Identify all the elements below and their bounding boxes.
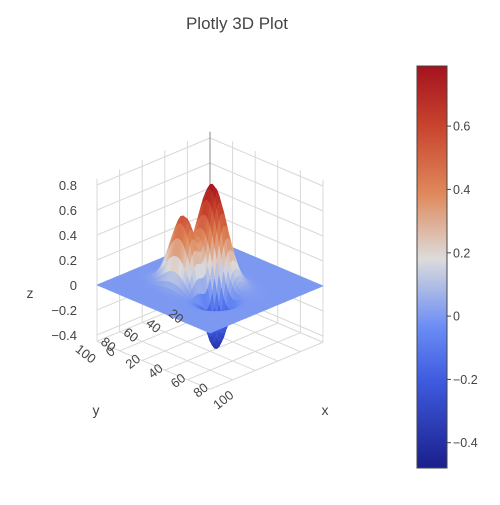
z-tick-label: 0.4 xyxy=(59,228,77,243)
z-axis-label: z xyxy=(27,285,34,301)
colorbar xyxy=(417,66,447,468)
x-tick-label: 100 xyxy=(210,387,236,412)
wall-grid-line xyxy=(97,138,210,185)
x-tick-label: 80 xyxy=(190,380,211,401)
colorbar-tick-label: 0.4 xyxy=(453,183,470,197)
floor-grid-line xyxy=(210,342,323,389)
z-tick-label: 0 xyxy=(70,278,77,293)
x-tick-label: 60 xyxy=(168,370,189,391)
z-tick-label: −0.2 xyxy=(51,303,77,318)
floor-grid-line xyxy=(187,333,300,380)
x-tick-label: 40 xyxy=(145,360,166,381)
colorbar-tick-label: 0.2 xyxy=(453,246,470,260)
wall-grid-line xyxy=(210,163,323,211)
z-tick-label: 0.2 xyxy=(59,253,77,268)
z-tick-label: −0.4 xyxy=(51,328,77,343)
y-tick-label: 40 xyxy=(143,315,164,336)
colorbar-tick-label: −0.4 xyxy=(453,436,478,450)
colorbar-ticks: 0.6 0.4 0.2 0 −0.2 −0.4 xyxy=(447,120,478,451)
colorbar-tick-label: 0 xyxy=(453,310,460,324)
surface-mesh xyxy=(97,184,323,348)
z-tick-label: 0.8 xyxy=(59,178,77,193)
z-axis-ticks: 0.8 0.6 0.4 0.2 0 −0.2 −0.4 xyxy=(51,178,77,343)
chart-title: Plotly 3D Plot xyxy=(186,14,288,33)
y-tick-label: 60 xyxy=(121,324,142,345)
colorbar-tick-label: −0.2 xyxy=(453,373,478,387)
y-tick-label: 80 xyxy=(98,334,119,355)
wall-grid-line xyxy=(210,138,323,186)
wall-grid-line xyxy=(97,188,210,235)
y-tick-label: 100 xyxy=(73,341,99,366)
y-axis-label: y xyxy=(93,402,100,418)
wall-grid-line xyxy=(97,163,210,210)
z-tick-label: 0.6 xyxy=(59,203,77,218)
colorbar-tick-label: 0.6 xyxy=(453,120,470,134)
x-tick-label: 20 xyxy=(123,351,144,372)
x-axis-label: x xyxy=(322,402,329,418)
